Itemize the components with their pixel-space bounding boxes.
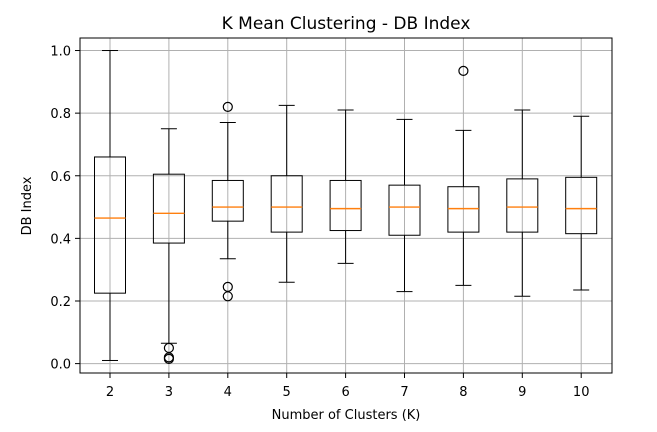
- y-tick-label: 1.0: [50, 45, 71, 60]
- x-tick-label: 2: [106, 385, 114, 400]
- box-group: [152, 128, 185, 365]
- box-group: [388, 118, 421, 293]
- x-tick-label: 10: [573, 385, 590, 400]
- outlier-point: [222, 101, 233, 112]
- y-tick-label: 0.8: [50, 107, 71, 122]
- x-tick-label: 7: [400, 385, 408, 400]
- x-axis-label: Number of Clusters (K): [272, 408, 421, 423]
- y-axis-ticks: 0.0 0.2 0.4 0.6 0.8 1.0: [50, 45, 80, 373]
- grid-lines: [80, 38, 612, 373]
- x-tick-label: 3: [165, 385, 173, 400]
- x-axis-ticks: 2 3 4 5 6 7 8 9 10: [106, 373, 590, 400]
- y-tick-label: 0.2: [50, 295, 71, 310]
- outlier-point: [458, 65, 469, 76]
- iqr-box: [506, 178, 539, 233]
- iqr-box: [270, 175, 303, 233]
- box-group: [329, 109, 362, 264]
- box-group: [270, 104, 303, 283]
- outlier-point: [222, 291, 233, 302]
- box-series: [94, 50, 598, 365]
- box-group: [565, 115, 598, 291]
- x-tick-label: 4: [224, 385, 232, 400]
- iqr-box: [447, 186, 480, 233]
- y-axis-label: DB Index: [20, 176, 35, 235]
- y-tick-label: 0.6: [50, 170, 71, 185]
- iqr-box: [211, 179, 244, 222]
- x-tick-label: 5: [283, 385, 291, 400]
- iqr-box: [388, 184, 421, 236]
- outlier-point: [163, 353, 174, 365]
- x-tick-label: 6: [341, 385, 349, 400]
- chart-title: K Mean Clustering - DB Index: [222, 14, 471, 34]
- y-tick-label: 0.4: [50, 232, 71, 247]
- box-group: [447, 65, 480, 286]
- iqr-box: [152, 173, 185, 244]
- x-tick-label: 8: [459, 385, 467, 400]
- iqr-box: [329, 179, 362, 232]
- x-tick-label: 9: [518, 385, 526, 400]
- box-group: [506, 109, 539, 297]
- y-tick-label: 0.0: [50, 358, 71, 373]
- iqr-box: [94, 156, 126, 294]
- box-group: [94, 50, 126, 361]
- box-group: [211, 101, 244, 302]
- iqr-box: [565, 176, 598, 235]
